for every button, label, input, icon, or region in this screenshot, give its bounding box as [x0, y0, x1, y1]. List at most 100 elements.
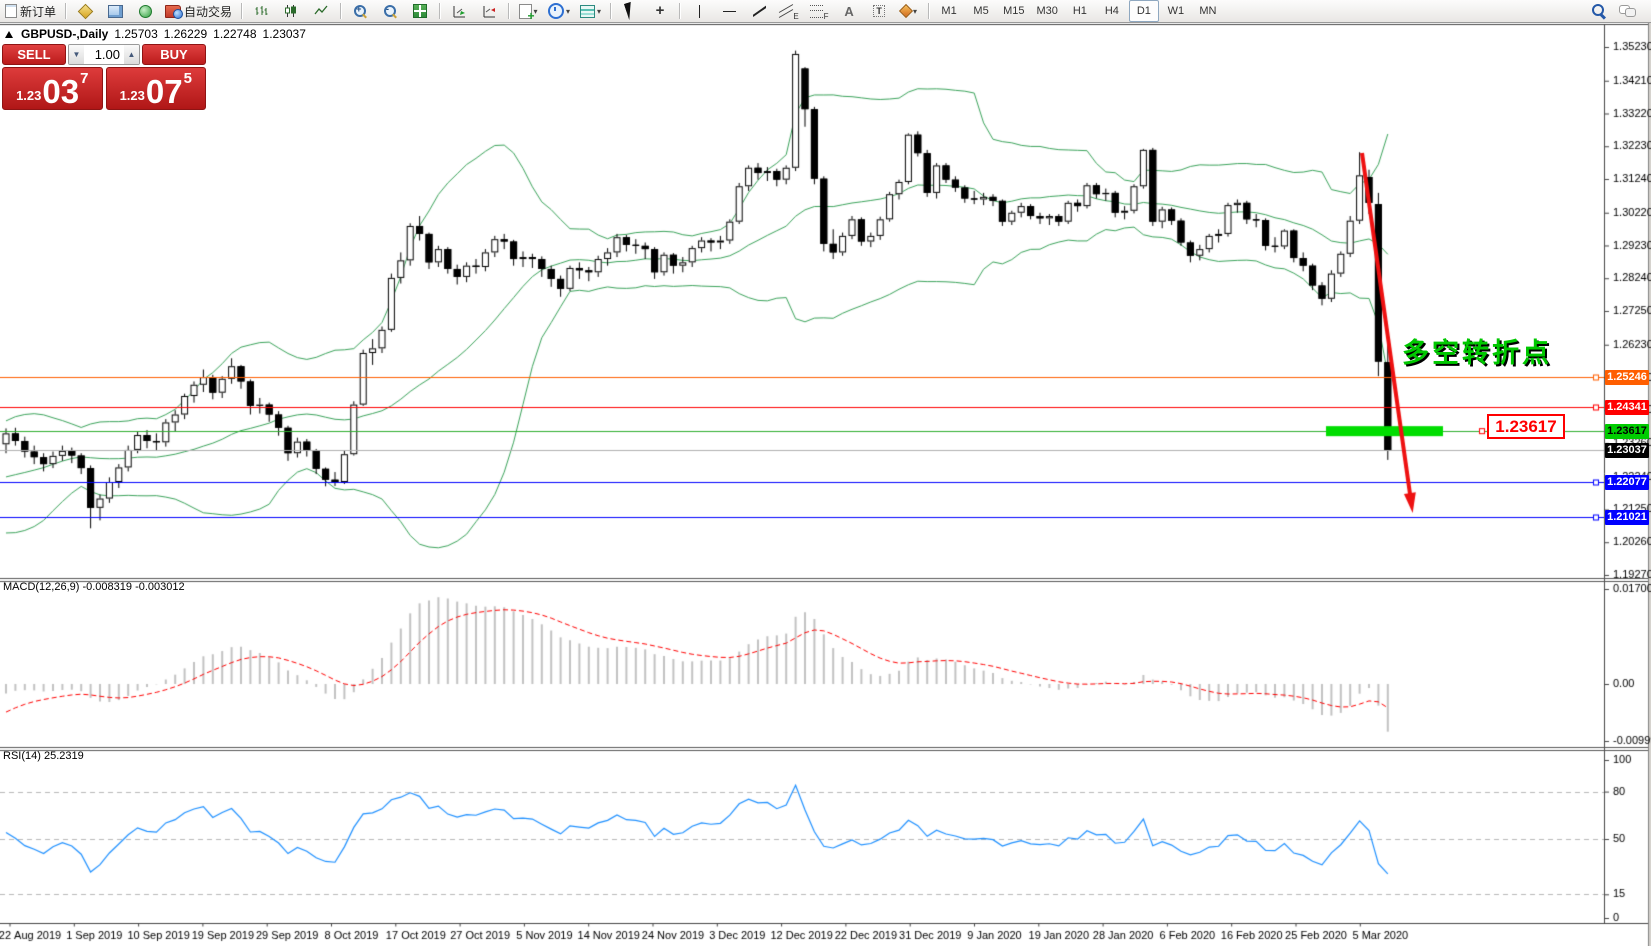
timeframe-m30[interactable]: M30 — [1036, 5, 1058, 17]
buy-price-button[interactable]: 1.23 07 5 — [105, 67, 206, 110]
ohlc-high: 1.26229 — [163, 27, 208, 41]
chart-header: GBPUSD-,Daily 1.25703 1.26229 1.22748 1.… — [5, 27, 306, 41]
timeframe-m15[interactable]: M15 — [1003, 5, 1025, 17]
shapes-icon — [898, 3, 914, 19]
chart-shift-button[interactable] — [475, 0, 503, 22]
bar-chart-icon — [255, 6, 268, 15]
price-badge-1.23037: 1.23037 — [1605, 442, 1649, 458]
candlestick-chart-button[interactable] — [277, 0, 305, 22]
trendline-button[interactable] — [745, 0, 773, 22]
shapes-button[interactable]: ▾ — [895, 0, 923, 22]
cursor-button[interactable] — [616, 0, 644, 22]
buy-price-big: 07 — [145, 73, 183, 110]
price-badge-1.25246: 1.25246 — [1605, 369, 1649, 385]
signal-button[interactable] — [131, 0, 159, 22]
toolbar-separator — [439, 3, 441, 19]
rsi-label: RSI(14) 25.2319 — [3, 750, 84, 762]
timeframe-group: M1 M5 M15 M30 H1 H4 D1 W1 MN — [933, 0, 1224, 22]
auto-scroll-icon — [453, 5, 466, 17]
timeframe-h4[interactable]: H4 — [1104, 5, 1119, 17]
tile-windows-icon — [413, 4, 428, 18]
text-tool-button[interactable]: A — [835, 0, 863, 22]
timeframe-m1[interactable]: M1 — [941, 5, 957, 17]
autotrading-label: 自动交易 — [184, 4, 233, 19]
sell-price-button[interactable]: 1.23 03 7 — [2, 67, 103, 110]
chat-icon[interactable] — [1619, 4, 1636, 17]
fibonacci-icon — [809, 4, 823, 18]
channel-label: E — [793, 12, 799, 21]
volume-decrease-button[interactable]: ▼ — [69, 45, 84, 64]
text-label-button[interactable]: T — [865, 0, 893, 22]
indicators-button[interactable]: ▾ — [514, 0, 542, 23]
candlestick-chart-icon — [285, 5, 297, 17]
sell-price-pip: 7 — [80, 70, 89, 87]
tile-windows-button[interactable] — [406, 0, 434, 22]
bar-chart-button[interactable] — [247, 0, 275, 22]
timeframe-w1[interactable]: W1 — [1167, 5, 1185, 17]
zoom-out-icon: - — [384, 4, 398, 19]
zoom-in-icon: + — [354, 4, 368, 19]
zoom-in-button[interactable]: + — [346, 0, 374, 22]
macd-label: MACD(12,26,9) -0.008319 -0.003012 — [3, 581, 185, 593]
buy-button[interactable]: BUY — [142, 44, 206, 65]
channel-icon — [779, 5, 792, 18]
timeframe-mn[interactable]: MN — [1199, 5, 1217, 17]
chart-canvas[interactable] — [0, 23, 1651, 946]
toolbar-separator — [65, 3, 67, 19]
turning-point-annotation[interactable]: 多空转折点 — [1402, 338, 1552, 368]
fibonacci-label: F — [823, 12, 829, 21]
new-order-button[interactable]: 新订单 — [1, 0, 60, 22]
charts-button[interactable] — [101, 0, 129, 22]
one-click-collapse-toggle[interactable] — [5, 30, 13, 38]
crosshair-button[interactable]: + — [646, 0, 674, 22]
symbol-title: GBPUSD-,Daily — [21, 27, 109, 41]
autotrading-button[interactable]: 自动交易 — [161, 0, 236, 22]
templates-button[interactable]: ▾ — [576, 0, 605, 22]
periods-button[interactable]: ▾ — [544, 0, 574, 22]
vertical-line-icon — [698, 4, 700, 18]
templates-icon — [580, 4, 596, 18]
ohlc-close: 1.23037 — [262, 27, 306, 41]
toolbar-separator — [928, 3, 930, 19]
clock-icon — [548, 3, 565, 19]
charts-icon — [107, 4, 123, 18]
zoom-out-button[interactable]: - — [376, 0, 404, 22]
signal-icon — [138, 4, 152, 18]
tag-icon — [77, 3, 93, 19]
channel-button[interactable]: E — [775, 0, 803, 22]
chart-shift-icon — [483, 5, 496, 17]
indicators-add-icon — [518, 3, 535, 23]
buy-price-pip: 5 — [183, 70, 192, 87]
timeframe-m5[interactable]: M5 — [973, 5, 989, 17]
fibonacci-button[interactable]: F — [805, 0, 833, 22]
toolbar-separator — [508, 3, 510, 19]
horizontal-line-button[interactable] — [715, 0, 743, 22]
volume-increase-button[interactable]: ▲ — [124, 45, 139, 64]
vertical-line-button[interactable] — [685, 0, 713, 22]
buy-button-label: BUY — [160, 47, 188, 62]
text-label-icon: T — [873, 5, 885, 17]
toolbar: 新订单 自动交易 + - ▾ ▾ ▾ — [0, 0, 1651, 23]
autotrading-icon — [165, 4, 184, 19]
timeframe-d1[interactable]: D1 — [1128, 0, 1159, 22]
one-click-trading-panel: SELL ▼ ▲ BUY 1.23 03 7 1.23 07 5 — [2, 44, 206, 110]
chevron-down-icon: ▾ — [913, 6, 918, 16]
volume-input[interactable] — [84, 45, 124, 64]
tag-button[interactable] — [71, 0, 99, 22]
price-label-box[interactable]: 1.23617 — [1487, 414, 1565, 439]
price-badge-1.23617: 1.23617 — [1605, 423, 1649, 439]
new-order-label: 新订单 — [20, 4, 57, 19]
sell-price-prefix: 1.23 — [16, 88, 42, 103]
line-chart-button[interactable] — [307, 0, 335, 22]
text-tool-icon: A — [844, 3, 854, 19]
auto-scroll-button[interactable] — [445, 0, 473, 22]
toolbar-separator — [241, 3, 243, 19]
search-icon[interactable] — [1592, 4, 1607, 19]
sell-price-big: 03 — [42, 73, 80, 110]
sell-button-label: SELL — [17, 47, 51, 62]
price-badge-1.24341: 1.24341 — [1605, 399, 1649, 415]
sell-button[interactable]: SELL — [2, 44, 66, 65]
chevron-down-icon: ▾ — [566, 6, 571, 16]
timeframe-h1[interactable]: H1 — [1072, 5, 1087, 17]
